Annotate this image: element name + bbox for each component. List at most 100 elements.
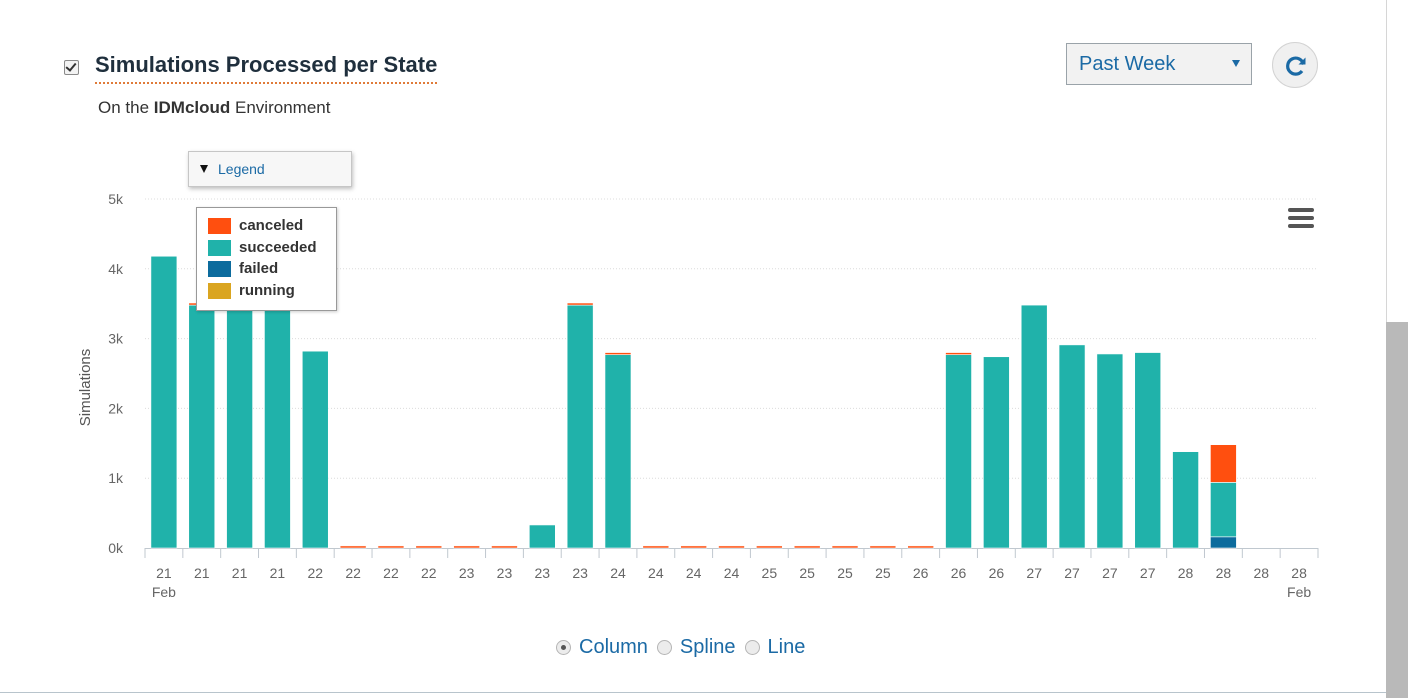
bar-succeeded: [604, 354, 632, 549]
x-tick-label: 27: [1102, 565, 1118, 581]
y-axis-label: Simulations: [77, 349, 94, 427]
bar-canceled: [604, 352, 632, 355]
y-tick-label: 2k: [108, 400, 124, 416]
x-tick-label: 23: [572, 565, 588, 581]
bar-succeeded: [1210, 482, 1237, 538]
x-tick-label: 23: [535, 565, 551, 581]
bar-failed: [1210, 536, 1237, 549]
bar-canceled: [718, 545, 745, 549]
x-tick-label: 28: [1216, 565, 1232, 581]
x-tick-label: 22: [383, 565, 399, 581]
bar-canceled: [491, 545, 518, 549]
radio-button[interactable]: [656, 640, 672, 655]
bar-canceled: [907, 545, 934, 549]
bar-canceled: [566, 302, 594, 306]
chevron-down-icon: [1232, 60, 1240, 67]
bar-succeeded: [566, 304, 594, 549]
x-tick-label: 24: [648, 565, 664, 581]
bar-succeeded: [150, 255, 178, 549]
legend-swatch: [208, 239, 231, 256]
bar-canceled: [377, 545, 405, 549]
refresh-button[interactable]: [1272, 42, 1318, 88]
bar-canceled: [831, 545, 859, 549]
panel-checkbox[interactable]: [64, 60, 79, 75]
chart-mode-selector: Column Spline Line: [556, 636, 814, 662]
y-tick-label: 3k: [108, 331, 124, 347]
x-tick-label: 22: [421, 565, 437, 581]
bar-canceled: [642, 545, 670, 549]
x-tick-label: 22: [307, 565, 323, 581]
x-tick-label: 24: [724, 565, 740, 581]
x-sublabel-first: Feb: [152, 584, 176, 600]
legend-label: running: [239, 281, 295, 299]
x-tick-label: 28: [1253, 565, 1269, 581]
radio-button[interactable]: [744, 640, 760, 655]
legend-label: canceled: [239, 217, 304, 234]
x-tick-label: 23: [459, 565, 475, 581]
bar-canceled: [756, 545, 783, 549]
stacked-column-chart: 0k 1k 2k 3k 4k 5k Simulations 21 21 21 21 22 22 22 22 2…: [77, 191, 1319, 600]
bar-canceled: [793, 545, 821, 549]
x-tick-label: 28: [1291, 565, 1307, 581]
legend-swatch: [208, 282, 231, 299]
x-tick-label: 25: [762, 565, 778, 581]
chart-mode-line[interactable]: Line: [744, 636, 805, 659]
x-tick-label: 26: [913, 565, 929, 581]
radio-button[interactable]: [556, 640, 571, 655]
x-tick-label: 25: [837, 565, 853, 581]
bar-canceled: [339, 545, 367, 549]
bar-succeeded: [1058, 344, 1086, 549]
bar-succeeded: [226, 304, 253, 549]
x-tick-label: 22: [345, 565, 361, 581]
period-select-value: Past Week: [1079, 53, 1176, 75]
x-tick-label: 28: [1178, 565, 1194, 581]
y-tick-label: 5k: [108, 191, 124, 207]
bar-succeeded: [983, 356, 1010, 549]
x-sublabel-last: Feb: [1287, 584, 1311, 600]
radio-label: Spline: [679, 636, 736, 658]
bar-succeeded: [1134, 352, 1162, 549]
x-tick-label: 23: [497, 565, 513, 581]
refresh-icon: [1286, 56, 1306, 76]
subtitle-environment: IDMcloud: [153, 98, 231, 117]
legend-swatch: [208, 261, 231, 277]
legend-swatch: [208, 218, 231, 234]
scrollbar-thumb[interactable]: [1386, 322, 1408, 698]
x-tick-label: 25: [799, 565, 815, 581]
period-select[interactable]: Past Week: [1066, 43, 1252, 85]
chart-mode-spline[interactable]: Spline: [656, 636, 736, 659]
subtitle: On the IDMcloud Environment: [98, 98, 330, 118]
bar-canceled: [1210, 444, 1237, 483]
bar-canceled: [869, 545, 897, 549]
x-tick-label: 21: [270, 565, 286, 581]
legend-toggle-label: Legend: [218, 161, 265, 177]
hamburger-menu-icon[interactable]: [1288, 208, 1314, 228]
bar-succeeded: [264, 304, 291, 549]
chart-mode-column[interactable]: Column: [556, 636, 648, 659]
x-tick-label: 25: [875, 565, 891, 581]
x-tick-label: 27: [1140, 565, 1156, 581]
x-tick-label: 27: [1026, 565, 1042, 581]
legend-toggle[interactable]: Legend: [188, 151, 352, 187]
x-tick-label: 24: [686, 565, 702, 581]
bar-succeeded: [188, 304, 216, 549]
x-tick-label: 24: [610, 565, 626, 581]
legend-label: failed: [239, 260, 279, 277]
y-tick-label: 1k: [108, 470, 124, 486]
bar-canceled: [945, 352, 972, 355]
bar-succeeded: [945, 354, 972, 549]
legend-label: succeeded: [239, 238, 317, 256]
radio-label: Column: [579, 636, 648, 658]
bar-canceled: [680, 545, 707, 549]
bar-succeeded: [1096, 353, 1124, 549]
bar-succeeded: [301, 350, 329, 549]
subtitle-prefix: On the: [98, 98, 150, 117]
bar-succeeded: [1020, 304, 1048, 549]
chart-panel: Simulations Processed per State On the I…: [0, 0, 1386, 693]
chart-legend: canceled succeeded failed running: [196, 207, 337, 311]
x-tick-label: 27: [1064, 565, 1080, 581]
x-tick-label: 21: [232, 565, 248, 581]
page-title: Simulations Processed per State: [95, 52, 438, 84]
bar-succeeded: [529, 524, 556, 549]
subtitle-suffix: Environment: [235, 98, 331, 117]
